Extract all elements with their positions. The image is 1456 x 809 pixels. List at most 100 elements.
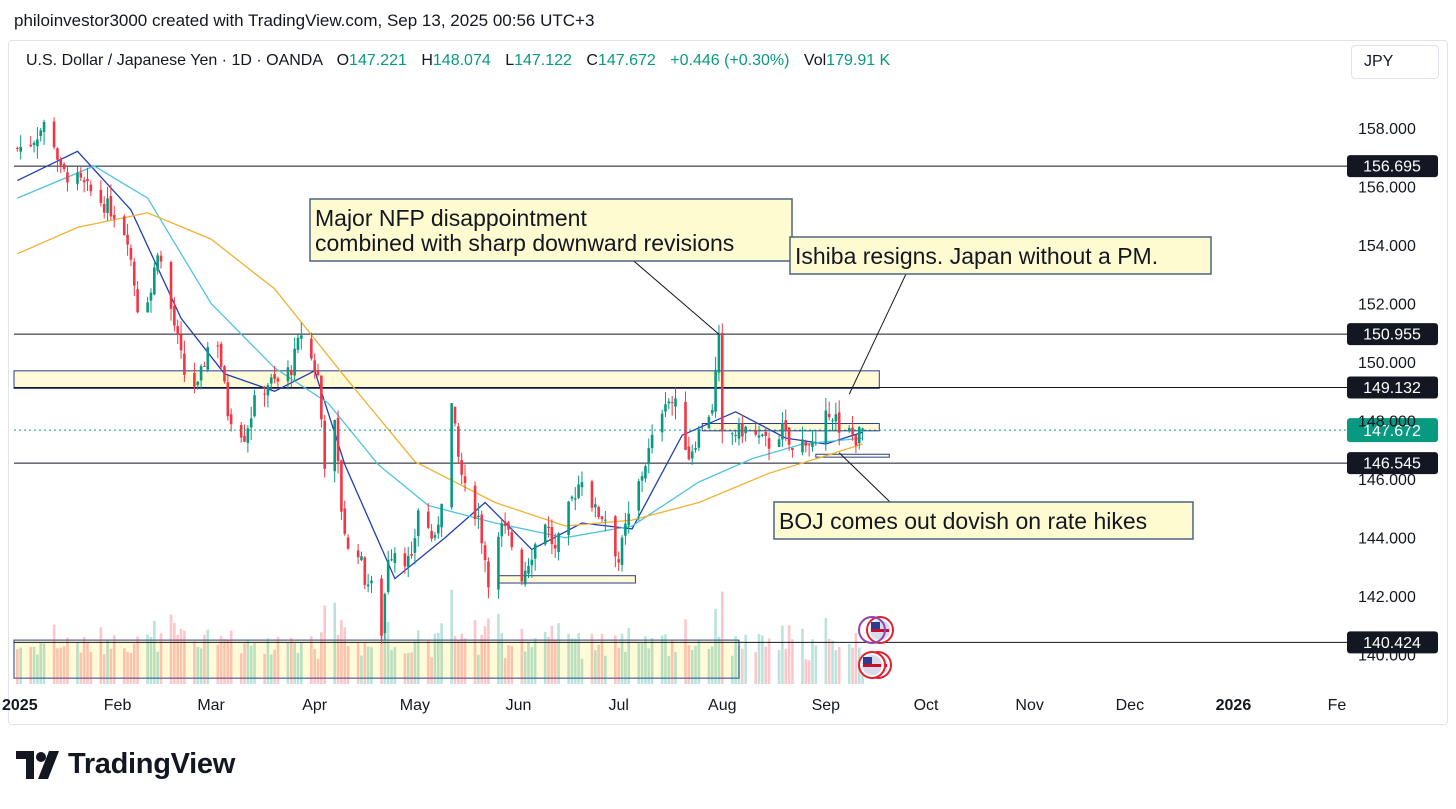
x-tick-label: Jun	[506, 697, 532, 714]
candle-body	[196, 381, 200, 386]
volume-bar	[179, 628, 183, 684]
volume-bar	[269, 654, 273, 684]
callout-pointer	[838, 452, 891, 503]
volume-bar	[289, 637, 293, 684]
volume-bar	[533, 638, 537, 684]
volume-bar	[79, 652, 83, 684]
volume-bar	[203, 634, 206, 684]
moving-average-line	[17, 150, 863, 580]
callout-pointer	[848, 273, 907, 395]
candle-body	[273, 374, 276, 379]
candle-body	[600, 516, 604, 520]
volume-bar	[129, 652, 133, 684]
candle-body	[457, 426, 460, 457]
volume-bar	[430, 657, 433, 684]
callout-text: Ishiba resigns. Japan without a PM.	[795, 243, 1158, 269]
volume-bar	[66, 637, 69, 684]
y-tick-label: 142.000	[1358, 589, 1416, 606]
volume-bar	[89, 651, 93, 684]
volume-bar	[183, 630, 186, 684]
volume-bar	[76, 642, 79, 684]
candle-body	[543, 524, 547, 545]
volume-bar	[627, 627, 631, 684]
candle-body	[527, 566, 530, 574]
candle-body	[714, 369, 717, 412]
symbol-description[interactable]: U.S. Dollar / Japanese Yen · 1D · OANDA	[26, 52, 323, 69]
volume-bar	[102, 654, 106, 684]
candle-body	[313, 360, 316, 372]
y-tick-label: 144.000	[1358, 531, 1416, 548]
candle-body	[340, 460, 343, 512]
candle-body	[393, 553, 397, 563]
candle-body	[336, 418, 340, 462]
candle-body	[697, 429, 701, 448]
candle-body	[19, 146, 22, 152]
candle-body	[436, 524, 440, 534]
candle-body	[193, 372, 196, 387]
volume-bar	[313, 649, 316, 684]
y-tick-label: 146.000	[1358, 472, 1416, 489]
candle-body	[851, 427, 854, 435]
volume-bar	[249, 645, 253, 684]
volume-bar	[300, 642, 303, 684]
chart-frame	[8, 40, 1448, 725]
low-label: L	[505, 52, 515, 69]
candle-body	[239, 424, 243, 438]
volume-bar	[59, 647, 63, 684]
volume-bar	[503, 658, 507, 684]
volume-bar	[573, 638, 577, 684]
candle-body	[500, 523, 504, 537]
candle-body	[503, 521, 507, 526]
volume-bar	[483, 626, 487, 684]
candle-body	[637, 481, 641, 511]
candle-body	[132, 261, 136, 286]
candle-body	[246, 428, 250, 443]
x-tick-label: Mar	[197, 697, 225, 714]
candle-body	[737, 423, 741, 439]
y-tick-label: 140.000	[1358, 648, 1416, 665]
volume-bar	[366, 646, 370, 684]
volume-bar	[730, 655, 734, 684]
volume-bar	[320, 632, 323, 684]
volume-bar	[173, 622, 176, 684]
volume-bar	[687, 645, 691, 684]
candle-body	[410, 553, 413, 556]
volume-bar	[737, 645, 741, 684]
volume-bar	[340, 620, 343, 684]
volume-bar	[784, 648, 788, 684]
candle-body	[169, 262, 173, 309]
volume-bar	[239, 653, 243, 684]
volume-bar	[393, 647, 397, 684]
currency-button[interactable]: JPY	[1351, 45, 1439, 79]
level-price-tag	[1347, 155, 1438, 178]
tradingview-logo-icon	[16, 750, 59, 779]
y-tick-label: 152.000	[1358, 297, 1416, 314]
volume-bar	[767, 638, 771, 684]
volume-bar	[336, 634, 340, 684]
candle-body	[263, 393, 266, 395]
volume-bar	[500, 633, 504, 684]
candle-body	[76, 172, 79, 184]
candle-body	[453, 406, 457, 424]
x-tick-label: May	[400, 697, 430, 714]
candle-body	[510, 532, 514, 548]
volume-bar	[854, 632, 858, 684]
volume-bar	[42, 643, 46, 684]
candle-body	[477, 515, 480, 518]
volume-bar	[383, 626, 387, 684]
volume-bar	[243, 643, 246, 684]
volume-bar	[851, 647, 854, 684]
candle-body	[741, 423, 744, 437]
candle-body	[831, 420, 834, 422]
candle-body	[787, 427, 791, 445]
candle-body	[784, 420, 788, 432]
support-resistance-zone	[13, 639, 740, 679]
volume-bar	[754, 652, 757, 684]
candle-body	[390, 559, 393, 561]
candle-body	[206, 347, 210, 370]
volume-bar	[557, 623, 560, 684]
candle-body	[102, 203, 106, 213]
candle-body	[801, 439, 804, 453]
candle-body	[136, 289, 139, 313]
